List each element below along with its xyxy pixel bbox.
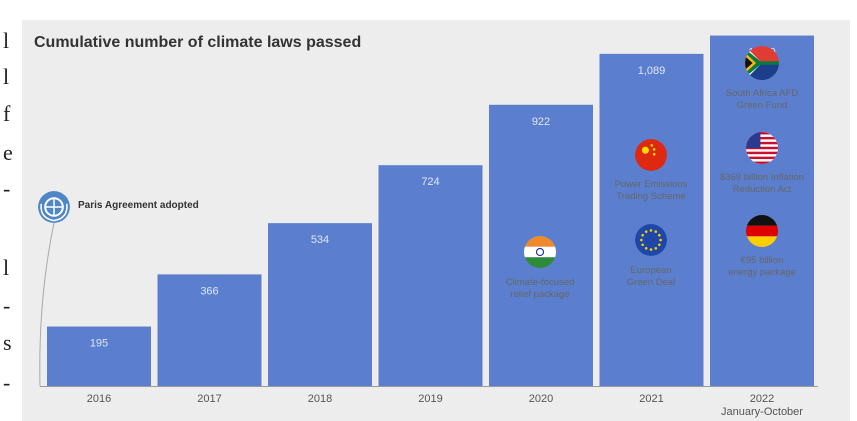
india-flag-icon — [524, 236, 556, 268]
side-char: s — [3, 330, 12, 355]
bar-value-label: 366 — [200, 285, 218, 297]
x-tick-label: 2022 — [750, 393, 774, 405]
annotation-label: Reduction Act — [733, 184, 792, 195]
annotation-label: Power Emissions — [615, 179, 688, 190]
x-tick-label: 2019 — [418, 393, 442, 405]
china-flag-icon — [635, 139, 667, 171]
annotation-label: $369 billion Inflation — [720, 172, 804, 183]
annotation-label: Paris Agreement adopted — [78, 200, 199, 211]
annotation-label: €95 billion — [741, 255, 784, 266]
bar-value-label: 922 — [532, 116, 550, 128]
bar-value-label: 1,089 — [638, 65, 666, 77]
bar — [710, 35, 814, 387]
bar — [599, 53, 704, 386]
germany-flag-icon — [746, 215, 778, 247]
bar-value-label: 195 — [90, 338, 108, 350]
side-char: l — [3, 64, 10, 89]
side-char: - — [3, 176, 11, 201]
annotation-label: South Africa AFD — [726, 88, 798, 99]
side-char: f — [3, 101, 11, 126]
side-char: - — [3, 370, 11, 395]
bar — [47, 326, 151, 386]
chart-title: Cumulative number of climate laws passed — [34, 34, 362, 51]
bar-value-label: 724 — [421, 176, 439, 188]
annotation-label: relief package — [510, 289, 569, 300]
side-text-strip: l l f e - l - s - — [0, 0, 22, 421]
annotation-label: energy package — [728, 267, 796, 278]
eu-flag-icon — [635, 224, 667, 256]
leader-line — [39, 222, 55, 387]
side-char: l — [3, 28, 10, 53]
bar-value-label: 534 — [311, 234, 329, 246]
bar — [157, 274, 262, 386]
annotation-label: Trading Scheme — [616, 191, 685, 202]
usa-flag-icon — [746, 132, 778, 164]
x-tick-label: 2020 — [529, 393, 553, 405]
x-tick-label: 2021 — [639, 393, 663, 405]
south-africa-flag-icon — [745, 46, 779, 80]
un-emblem-icon — [38, 191, 70, 223]
x-tick-label: 2017 — [197, 393, 221, 405]
bar — [378, 165, 483, 386]
x-tick-label: 2018 — [308, 393, 332, 405]
side-char: - — [3, 293, 11, 318]
annotation-label: Green Fund — [737, 100, 788, 111]
annotation-label: Climate-focused — [506, 277, 575, 288]
side-char: l — [3, 255, 10, 280]
x-tick-sublabel: January-October — [721, 406, 803, 418]
side-char: e — [3, 140, 13, 165]
annotation-label: Green Deal — [627, 277, 676, 288]
annotation-label: European — [630, 265, 671, 276]
x-tick-label: 2016 — [87, 393, 111, 405]
bar — [268, 223, 372, 386]
